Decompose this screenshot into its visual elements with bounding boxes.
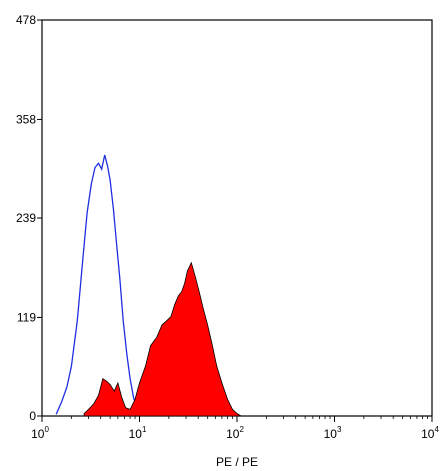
y-tick-label: 0 — [29, 409, 36, 423]
x-axis-title: PE / PE — [216, 455, 258, 469]
plot-area — [41, 19, 433, 417]
y-tick-label: 119 — [17, 310, 36, 324]
y-axis: 0 119 239 358 478 — [16, 13, 42, 423]
x-tick-label: 101 — [129, 425, 147, 441]
x-tick-label: 104 — [421, 425, 439, 441]
plot-frame — [41, 19, 433, 417]
x-tick-label: 103 — [324, 425, 342, 441]
x-tick-label: 100 — [31, 425, 49, 441]
y-tick-label: 358 — [16, 112, 36, 126]
x-tick-label: 102 — [226, 425, 244, 441]
x-axis: 100 101 102 103 104 — [31, 416, 439, 441]
histogram-filled-series — [83, 261, 243, 417]
y-tick-label: 478 — [16, 13, 36, 27]
histogram-outline-series — [55, 154, 144, 417]
series-layer — [55, 154, 243, 417]
y-tick-label: 239 — [16, 211, 36, 225]
